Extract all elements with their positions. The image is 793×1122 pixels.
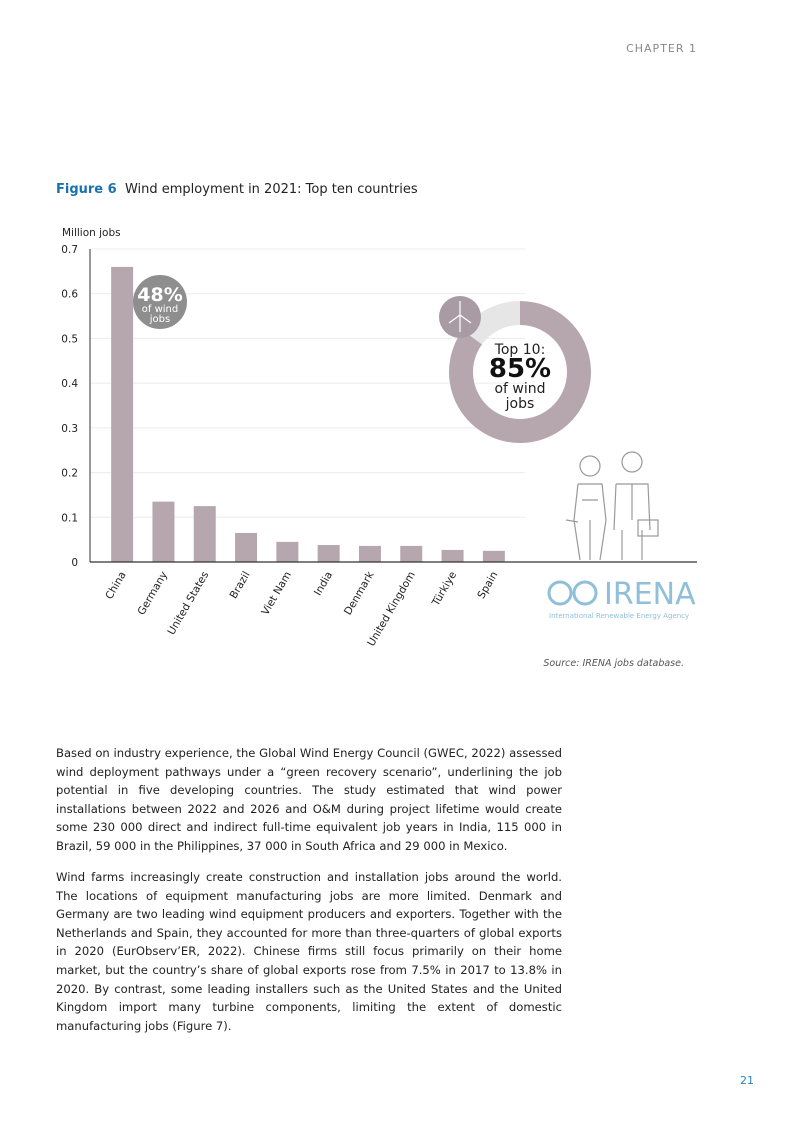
top10-subtitle: of wind jobs (494, 381, 546, 412)
bar (482, 550, 505, 562)
bar (235, 532, 258, 562)
bar (111, 266, 134, 562)
y-tick-label: 0 (71, 557, 78, 569)
bars (111, 266, 505, 562)
source: Source: IRENA jobs database. (543, 658, 684, 669)
y-tick-label: 0.5 (61, 333, 78, 345)
y-tick-label: 0.1 (61, 512, 78, 524)
bar (152, 501, 175, 562)
logo-name: IRENA (604, 577, 696, 612)
paragraph: Wind farms increasingly create construct… (56, 870, 562, 1033)
donut-rest (462, 301, 520, 345)
x-tick-label: United Kingdom (365, 570, 418, 649)
donut-share (449, 301, 591, 444)
x-tick-label: Viet Nam (259, 570, 294, 618)
bar (400, 545, 423, 562)
y-tick-label: 0.2 (61, 468, 78, 480)
x-tick-label: Brazil (228, 570, 253, 601)
bar (317, 545, 340, 562)
workers-illustration (565, 451, 659, 561)
y-tick-label: 0.7 (61, 244, 78, 256)
x-tick-label: Spain (475, 570, 500, 601)
figure-label: Figure 6 (56, 182, 117, 197)
china-share-label: 48% (137, 284, 183, 306)
turbine-icon (448, 301, 472, 332)
china-share-bubble (133, 275, 187, 329)
figure-caption: Figure 6 Wind employment in 2021: Top te… (56, 182, 418, 197)
chart: Million jobs 0 0.1 0.2 0.3 0.4 0.5 0.6 0.7 Chin… (61, 227, 697, 669)
y-tick-label: 0.4 (61, 378, 78, 390)
donut (449, 301, 591, 444)
bar (193, 506, 216, 562)
top10-title: Top 10: (494, 342, 546, 358)
bar (276, 541, 299, 562)
figure-title: Wind employment in 2021: Top ten countri… (124, 182, 418, 197)
logo-full-name: International Renewable Energy Agency (549, 612, 689, 620)
y-axis-label: Million jobs (62, 227, 121, 239)
x-tick-label: Germany (136, 570, 171, 618)
bar (441, 549, 464, 562)
chapter-header: CHAPTER 1 (626, 42, 697, 55)
x-tick-label: Denmark (342, 569, 377, 618)
x-tick-label: India (312, 570, 335, 598)
x-tick-label: United States (165, 570, 211, 638)
paragraph: Based on industry experience, the Global… (56, 746, 562, 853)
grid: 0 0.1 0.2 0.3 0.4 0.5 0.6 0.7 (61, 244, 525, 569)
page-number: 21 (740, 1074, 754, 1087)
x-tick-label: China (103, 570, 128, 602)
top10-value: 85% (488, 354, 552, 384)
china-share-subtitle: of wind jobs (141, 304, 179, 325)
x-tick-label: Türkiye (429, 570, 459, 609)
y-tick-label: 0.6 (61, 289, 78, 301)
bar (358, 545, 381, 562)
y-tick-label: 0.3 (61, 423, 78, 435)
logo-mark (547, 580, 573, 606)
logo-mark (572, 580, 598, 606)
